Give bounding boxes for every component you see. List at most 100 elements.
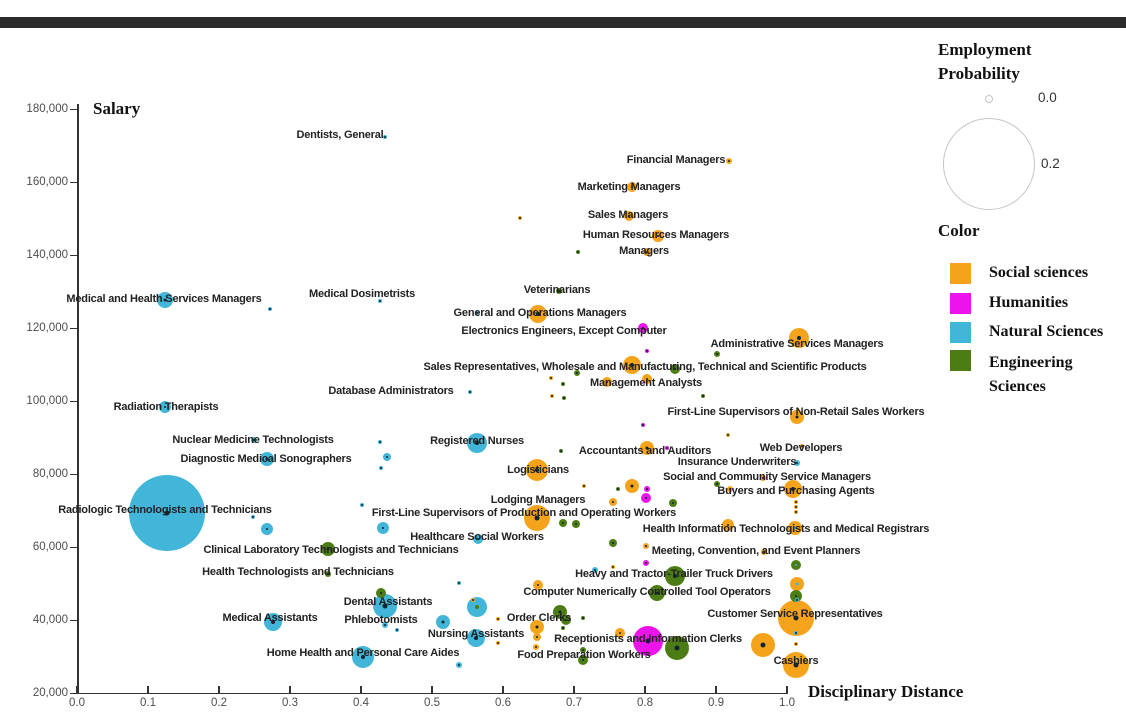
bubble-center-dot bbox=[644, 562, 647, 565]
data-bubble bbox=[632, 626, 663, 657]
bubble-center-dot bbox=[790, 486, 795, 491]
bubble-center-dot bbox=[612, 501, 615, 504]
point-label: Registered Nurses bbox=[430, 435, 524, 447]
data-bubble bbox=[159, 400, 172, 413]
data-bubble-unlabeled bbox=[471, 597, 476, 602]
data-bubble bbox=[263, 613, 282, 632]
data-bubble bbox=[778, 600, 815, 637]
bubble-center-dot bbox=[252, 516, 255, 519]
bubble-center-dot bbox=[534, 515, 540, 521]
point-label: Sales Managers bbox=[587, 209, 669, 221]
bubble-center-dot bbox=[582, 648, 585, 651]
x-axis bbox=[77, 692, 788, 694]
bubble-center-dot bbox=[795, 415, 799, 419]
bubble-center-dot bbox=[646, 378, 649, 381]
data-bubble-unlabeled bbox=[664, 636, 689, 661]
bubble-center-dot bbox=[441, 620, 445, 624]
bubble-center-dot bbox=[534, 646, 537, 648]
y-tick bbox=[70, 254, 77, 256]
bubble-center-dot bbox=[795, 594, 798, 597]
y-tick-label: 60,000 bbox=[32, 541, 68, 553]
data-bubble bbox=[373, 594, 398, 619]
data-bubble-unlabeled bbox=[609, 538, 618, 547]
bubble-center-dot bbox=[535, 625, 539, 629]
data-bubble-unlabeled bbox=[669, 363, 680, 374]
bubble-center-dot bbox=[793, 526, 797, 530]
bubble-center-dot bbox=[497, 617, 500, 620]
point-label: Food Preparation Workers bbox=[517, 649, 651, 661]
data-bubble bbox=[466, 432, 487, 453]
data-bubble-unlabeled bbox=[378, 466, 383, 471]
bubble-center-dot bbox=[795, 501, 798, 504]
x-tick bbox=[786, 686, 788, 693]
data-bubble bbox=[524, 505, 551, 532]
bubble-center-dot bbox=[558, 290, 561, 293]
bubble-center-dot bbox=[793, 662, 799, 668]
point-label: Medical Assistants bbox=[222, 612, 318, 624]
point-label: Accountants and Auditors bbox=[578, 445, 712, 457]
data-bubble-unlabeled bbox=[518, 216, 523, 221]
point-label: Healthcare Social Workers bbox=[410, 531, 544, 543]
point-label: Radiologic Technologists and Technicians bbox=[58, 504, 272, 516]
data-bubble-unlabeled bbox=[642, 374, 653, 385]
point-label: General and Operations Managers bbox=[453, 307, 627, 319]
bubble-center-dot bbox=[795, 563, 798, 566]
data-bubble-unlabeled bbox=[496, 640, 501, 645]
data-bubble-unlabeled bbox=[580, 646, 587, 653]
data-bubble-unlabeled bbox=[727, 485, 734, 492]
bubble-center-dot bbox=[645, 638, 651, 644]
y-tick bbox=[70, 692, 77, 694]
bubble-center-dot bbox=[577, 251, 580, 254]
data-bubble-unlabeled bbox=[726, 432, 731, 437]
legend-label-eng: Engineering Sciences bbox=[989, 354, 1073, 395]
data-bubble bbox=[129, 475, 206, 552]
data-bubble-unlabeled bbox=[261, 523, 274, 536]
point-label: Heavy and Tractor-Trailer Truck Drivers bbox=[575, 568, 773, 580]
bubble-center-dot bbox=[715, 482, 718, 485]
data-bubble-unlabeled bbox=[456, 581, 461, 586]
x-tick bbox=[715, 686, 717, 693]
bubble-center-dot bbox=[673, 367, 676, 370]
x-tick-label: 0.9 bbox=[708, 697, 724, 709]
bubble-center-dot bbox=[630, 362, 635, 367]
x-tick-label: 0.3 bbox=[282, 697, 298, 709]
data-bubble-unlabeled bbox=[532, 644, 539, 650]
bubble-center-dot bbox=[382, 527, 384, 530]
data-bubble-unlabeled bbox=[790, 589, 803, 602]
bubble-center-dot bbox=[761, 477, 764, 479]
point-label: Sales Representatives, Wholesale and Man… bbox=[423, 361, 867, 373]
point-label: Electronics Engineers, Except Computer bbox=[461, 325, 667, 337]
data-bubble bbox=[556, 288, 563, 295]
point-label: Diagnostic Medical Sonographers bbox=[180, 453, 352, 465]
bubble-center-dot bbox=[164, 405, 167, 408]
point-label: Home Health and Personal Care Aides bbox=[266, 647, 460, 659]
point-label: Lodging Managers bbox=[490, 494, 586, 506]
data-bubble bbox=[601, 377, 612, 388]
point-label: Financial Managers bbox=[626, 154, 726, 166]
x-tick bbox=[644, 686, 646, 693]
bubble-center-dot bbox=[535, 312, 540, 317]
bubble-center-dot bbox=[327, 573, 330, 575]
bubble-center-dot bbox=[565, 619, 568, 621]
bubble-center-dot bbox=[641, 327, 644, 329]
point-label: Dentists, General bbox=[296, 129, 384, 141]
data-bubble-unlabeled bbox=[474, 311, 479, 316]
bubble-center-dot bbox=[795, 510, 798, 513]
point-label: Meeting, Convention, and Event Planners bbox=[651, 545, 861, 557]
data-bubble-unlabeled bbox=[466, 596, 487, 617]
legend-label-soc: Social sciences bbox=[989, 264, 1089, 281]
data-bubble bbox=[383, 135, 388, 140]
bubble-center-dot bbox=[457, 663, 460, 666]
x-tick bbox=[76, 686, 78, 693]
y-axis-title: Salary bbox=[93, 99, 141, 118]
point-label: Administrative Services Managers bbox=[710, 338, 884, 350]
bubble-center-dot bbox=[269, 308, 272, 311]
bubble-center-dot bbox=[666, 447, 668, 450]
x-tick bbox=[289, 686, 291, 693]
x-axis-title: Disciplinary Distance bbox=[808, 682, 964, 701]
data-bubble-unlabeled bbox=[455, 661, 462, 668]
x-tick bbox=[147, 686, 149, 693]
point-label: Veterinarians bbox=[523, 284, 591, 296]
data-bubble-unlabeled bbox=[572, 520, 581, 528]
bubble-center-dot bbox=[550, 394, 553, 397]
